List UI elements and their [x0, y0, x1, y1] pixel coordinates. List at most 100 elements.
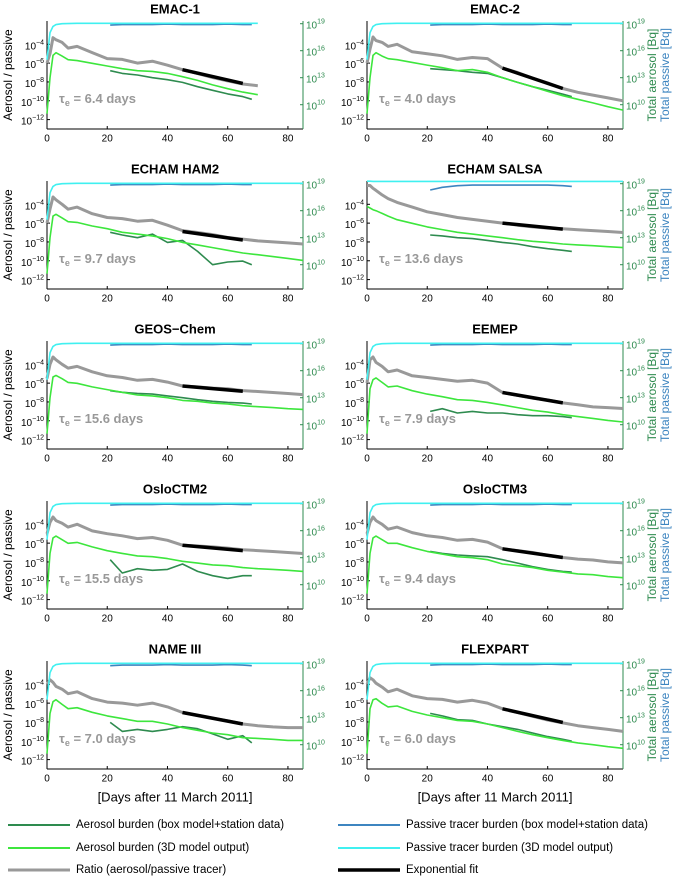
y2-tick-label: 1019	[306, 19, 325, 32]
y2-axis-label: Total passive [Bq]	[658, 508, 672, 602]
y2-axis-label: Total passive [Bq]	[658, 28, 672, 122]
y2-axis-label: Total aerosol [Bq]	[645, 669, 659, 762]
y2-tick-label: 1013	[626, 553, 645, 566]
y-tick-label: 10−4	[345, 359, 364, 372]
x-tick-label: 0	[364, 134, 370, 145]
legend-label: Ratio (aerosol/passive tracer)	[76, 864, 226, 876]
decay-annotation: τe = 15.6 days	[59, 411, 143, 428]
legend-label: Aerosol burden (box model+station data)	[76, 819, 284, 831]
x-tick-label: 60	[222, 774, 234, 785]
legend-label: Passive tracer burden (3D model output)	[406, 842, 613, 854]
y2-tick-label: 1019	[306, 339, 325, 352]
x-axis-label: [Days after 11 March 2011]	[418, 789, 573, 804]
y2-axis-label: Total aerosol [Bq]	[645, 349, 659, 442]
panel-title: ECHAM SALSA	[447, 161, 543, 176]
y-tick-label: 10−4	[345, 679, 364, 692]
x-tick-label: 0	[44, 454, 50, 465]
x-tick-label: 20	[102, 134, 114, 145]
y-tick-label: 10−10	[341, 416, 364, 429]
y-tick-label: 10−4	[25, 519, 44, 532]
panel-title: EMAC-1	[150, 1, 200, 16]
y2-tick-label: 1019	[626, 499, 645, 512]
y-axis-label: Aerosol / passive	[1, 189, 15, 281]
x-tick-label: 60	[542, 774, 554, 785]
y-axis-label: Aerosol / passive	[1, 509, 15, 601]
x-tick-label: 20	[422, 294, 434, 305]
y-tick-label: 10−12	[21, 434, 44, 447]
series-line	[46, 698, 303, 754]
y-tick-label: 10−4	[25, 359, 44, 372]
x-tick-label: 40	[162, 454, 174, 465]
y-tick-label: 10−8	[25, 237, 44, 250]
y-tick-label: 10−6	[25, 538, 44, 551]
series-line	[109, 559, 252, 580]
series-line	[46, 51, 258, 114]
series-line	[45, 515, 304, 555]
x-tick-label: 0	[364, 774, 370, 785]
x-tick-label: 80	[602, 294, 614, 305]
y-tick-label: 10−6	[345, 378, 364, 391]
y2-tick-label: 1016	[306, 366, 325, 379]
y-tick-label: 10−12	[341, 594, 364, 607]
x-tick-label: 80	[282, 614, 294, 625]
y-tick-label: 10−10	[341, 736, 364, 749]
series-line	[366, 377, 624, 434]
series-line	[110, 183, 252, 186]
series-line	[109, 721, 253, 744]
decay-annotation: τe = 6.4 days	[59, 91, 136, 108]
y-tick-label: 10−10	[21, 256, 44, 269]
y2-tick-label: 1016	[306, 46, 325, 59]
y2-tick-label: 1016	[306, 526, 325, 539]
x-tick-label: 80	[602, 454, 614, 465]
y2-tick-label: 1010	[306, 100, 325, 113]
decay-annotation: τe = 9.7 days	[59, 251, 136, 268]
decay-annotation: τe = 4.0 days	[379, 91, 456, 108]
x-tick-label: 80	[602, 614, 614, 625]
x-tick-label: 60	[222, 134, 234, 145]
y-tick-label: 10−12	[21, 114, 44, 127]
series-line	[46, 182, 303, 220]
y-tick-label: 10−6	[25, 218, 44, 231]
x-tick-label: 40	[162, 774, 174, 785]
y2-tick-label: 1016	[626, 206, 645, 219]
x-tick-label: 80	[282, 454, 294, 465]
y-tick-label: 10−12	[341, 114, 364, 127]
x-tick-label: 80	[602, 774, 614, 785]
y2-tick-label: 1013	[626, 73, 645, 86]
panel-title: GEOS−Chem	[134, 321, 215, 336]
series-line	[365, 515, 624, 565]
y2-tick-label: 1019	[306, 499, 325, 512]
panel-title: NAME III	[149, 641, 202, 656]
panel-title: ECHAM HAM2	[131, 161, 219, 176]
y-tick-label: 10−6	[345, 538, 364, 551]
x-tick-label: 20	[102, 774, 114, 785]
x-tick-label: 60	[542, 134, 554, 145]
y-tick-label: 10−6	[25, 698, 44, 711]
y-tick-label: 10−10	[21, 736, 44, 749]
y-tick-label: 10−8	[345, 557, 364, 570]
x-tick-label: 0	[44, 294, 50, 305]
y-tick-label: 10−6	[25, 58, 44, 71]
y-tick-label: 10−4	[25, 199, 44, 212]
series-line	[502, 547, 564, 560]
y2-tick-label: 1010	[306, 580, 325, 593]
y2-tick-label: 1013	[306, 233, 325, 246]
x-tick-label: 0	[44, 774, 50, 785]
x-tick-label: 20	[422, 614, 434, 625]
x-tick-label: 40	[482, 294, 494, 305]
y2-tick-label: 1013	[626, 393, 645, 406]
decay-annotation: τe = 13.6 days	[379, 251, 463, 268]
x-tick-label: 20	[422, 774, 434, 785]
y2-tick-label: 1019	[626, 19, 645, 32]
y-tick-label: 10−8	[25, 77, 44, 90]
y2-tick-label: 1010	[626, 100, 645, 113]
x-tick-label: 40	[482, 454, 494, 465]
y-axis-label: Aerosol / passive	[1, 29, 15, 121]
x-tick-label: 40	[482, 134, 494, 145]
y-tick-label: 10−6	[25, 378, 44, 391]
y-tick-label: 10−4	[345, 39, 364, 52]
series-line	[502, 390, 564, 405]
y-tick-label: 10−12	[341, 434, 364, 447]
x-tick-label: 40	[482, 614, 494, 625]
